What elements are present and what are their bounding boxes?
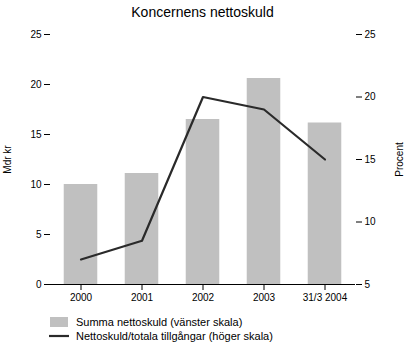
svg-text:15: 15 (365, 154, 377, 165)
svg-text:Procent: Procent (394, 142, 405, 177)
svg-text:15: 15 (30, 129, 42, 140)
svg-text:31/3 2004: 31/3 2004 (303, 292, 348, 303)
svg-text:10: 10 (365, 216, 377, 227)
svg-text:25: 25 (30, 29, 42, 40)
svg-text:5: 5 (36, 229, 42, 240)
svg-text:Mdr kr: Mdr kr (2, 145, 13, 174)
svg-text:2000: 2000 (70, 292, 93, 303)
html-text:Nettoskuld/totala tillgångar (: Nettoskuld/totala tillgångar (höger skal… (76, 330, 273, 342)
svg-text:2001: 2001 (131, 292, 154, 303)
svg-text:10: 10 (30, 179, 42, 190)
html-text:Koncernens nettoskuld: Koncernens nettoskuld (131, 4, 274, 20)
html-text:Summa nettoskuld (vänster skal: Summa nettoskuld (vänster skala) (76, 316, 243, 328)
svg-text:20: 20 (30, 79, 42, 90)
svg-text:0: 0 (36, 279, 42, 290)
svg-text:25: 25 (365, 29, 377, 40)
svg-text:20: 20 (365, 91, 377, 102)
svg-text:2002: 2002 (192, 292, 215, 303)
svg-text:5: 5 (365, 279, 371, 290)
svg-text:2003: 2003 (253, 292, 276, 303)
